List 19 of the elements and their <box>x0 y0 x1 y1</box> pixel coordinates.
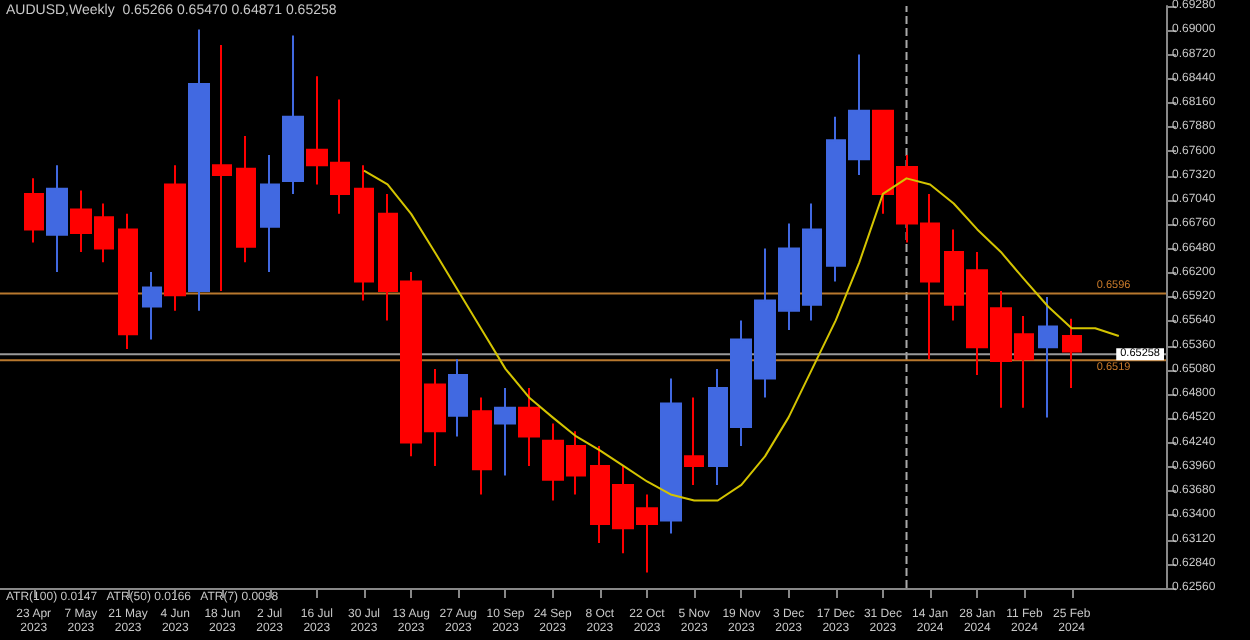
candlestick <box>660 377 682 535</box>
candlestick <box>212 43 232 292</box>
candlestick <box>164 164 186 312</box>
candlestick <box>282 34 304 195</box>
candlestick <box>236 134 256 264</box>
candlestick <box>354 164 374 302</box>
candlestick <box>260 153 280 273</box>
candlestick <box>1062 317 1082 389</box>
candlestick <box>684 396 704 486</box>
candlestick <box>448 358 468 438</box>
candlestick <box>46 164 68 273</box>
candlestick <box>142 270 162 341</box>
candlestick <box>118 212 138 350</box>
candlestick <box>472 396 492 496</box>
candlestick <box>188 28 210 312</box>
candlestick <box>1038 296 1058 419</box>
candlestick <box>494 386 516 477</box>
candlestick <box>24 177 44 244</box>
candlestick <box>518 386 540 467</box>
